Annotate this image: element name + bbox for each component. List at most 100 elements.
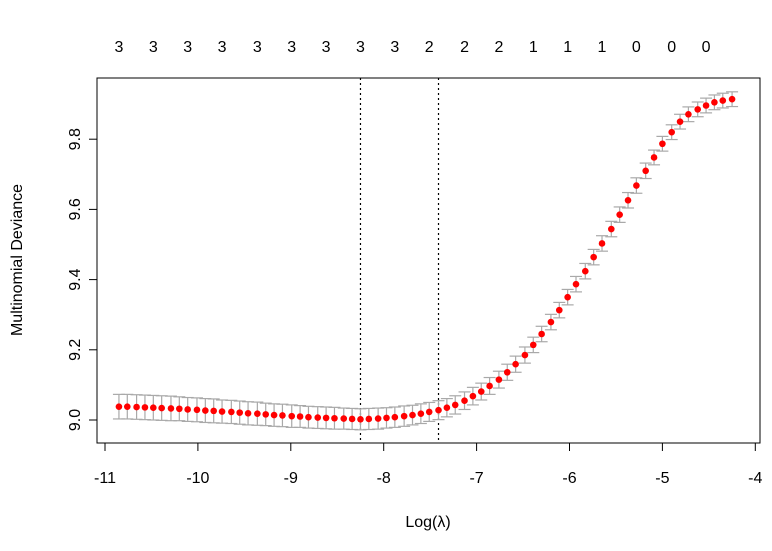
top-axis-count-label: 0 [702,39,711,56]
top-axis-count-label: 3 [356,39,365,56]
x-tick-label: -8 [377,470,391,487]
data-point [357,415,364,423]
data-point [322,414,330,422]
data-point [477,388,485,395]
data-point [598,240,606,247]
data-point [719,97,727,104]
data-point [417,410,425,417]
top-axis-count-label: 2 [460,39,469,56]
data-point [383,414,390,422]
data-point [435,406,442,414]
top-axis-count-label: 0 [667,39,676,56]
data-point [176,405,183,413]
data-point [374,415,382,422]
data-point [685,110,692,118]
data-point [642,167,649,175]
x-tick-label: -6 [562,470,576,487]
data-point [184,406,191,413]
data-point [202,407,209,414]
y-tick-label: 9.6 [67,198,84,220]
data-point [409,411,416,419]
data-point [262,411,270,418]
data-point [193,406,201,414]
top-axis-count-label: 3 [322,39,331,56]
y-axis-label: Multinomial Deviance [9,184,26,336]
data-point [296,413,304,420]
top-axis-count-label: 3 [390,39,399,56]
top-axis-count-label: 1 [598,39,607,56]
y-tick-label: 9.2 [67,339,84,361]
y-tick-label: 9.4 [67,268,84,290]
top-axis-count-label: 3 [218,39,227,56]
top-axis-count-label: 3 [149,39,158,56]
data-point [288,412,296,420]
top-axis-count-label: 0 [632,39,641,56]
data-point [529,341,537,349]
top-axis-count-label: 3 [183,39,192,56]
data-point [555,306,563,314]
data-point [676,118,684,125]
data-point [728,95,736,103]
data-point [425,408,433,416]
data-point [391,413,399,421]
data-point [512,360,519,368]
data-point [228,408,235,416]
data-point [279,412,286,419]
x-tick-label: -7 [469,470,483,487]
data-point [141,404,149,411]
data-point [158,404,165,412]
data-point [348,415,356,423]
data-point [581,267,589,275]
top-axis-count-label: 3 [253,39,262,56]
x-tick-label: -9 [284,470,298,487]
data-point [486,382,493,390]
data-point [305,413,312,421]
data-point [123,403,131,410]
data-point [451,401,459,409]
data-point [314,414,322,421]
top-axis-count-label: 2 [494,39,503,56]
data-point [115,403,123,410]
data-point [150,404,157,412]
data-point [400,412,408,420]
x-tick-label: -10 [186,470,209,487]
data-point [461,397,468,404]
data-point [624,196,632,204]
y-tick-label: 9.8 [67,128,84,150]
data-point [133,403,140,411]
data-point [668,128,675,136]
data-point [270,411,278,419]
top-axis-count-label: 3 [114,39,123,56]
plot-frame [96,77,761,444]
top-axis-count-label: 3 [287,39,296,56]
data-point [340,415,348,422]
data-point [236,409,244,416]
top-axis-count-label: 1 [529,39,538,56]
data-point [365,415,373,423]
top-axis-count-label: 2 [425,39,434,56]
data-point [572,280,580,288]
x-tick-label: -11 [94,470,116,487]
data-point [244,410,252,417]
data-point [547,318,555,326]
y-tick-label: 9.0 [67,409,84,431]
data-point [254,410,261,417]
data-point [659,140,666,148]
data-point [210,407,217,415]
data-point [503,368,511,376]
data-point [694,106,702,113]
data-point [167,405,175,412]
data-point [331,414,338,422]
top-axis-count-label: 1 [563,39,572,56]
data-point [443,404,451,412]
data-point [650,154,658,161]
data-point [521,351,529,359]
x-axis-label: Log(λ) [405,514,450,531]
data-point [608,225,615,233]
x-tick-label: -4 [748,470,762,487]
data-point [495,376,503,383]
x-tick-label: -5 [655,470,669,487]
data-point [711,99,718,106]
data-point [218,408,226,415]
